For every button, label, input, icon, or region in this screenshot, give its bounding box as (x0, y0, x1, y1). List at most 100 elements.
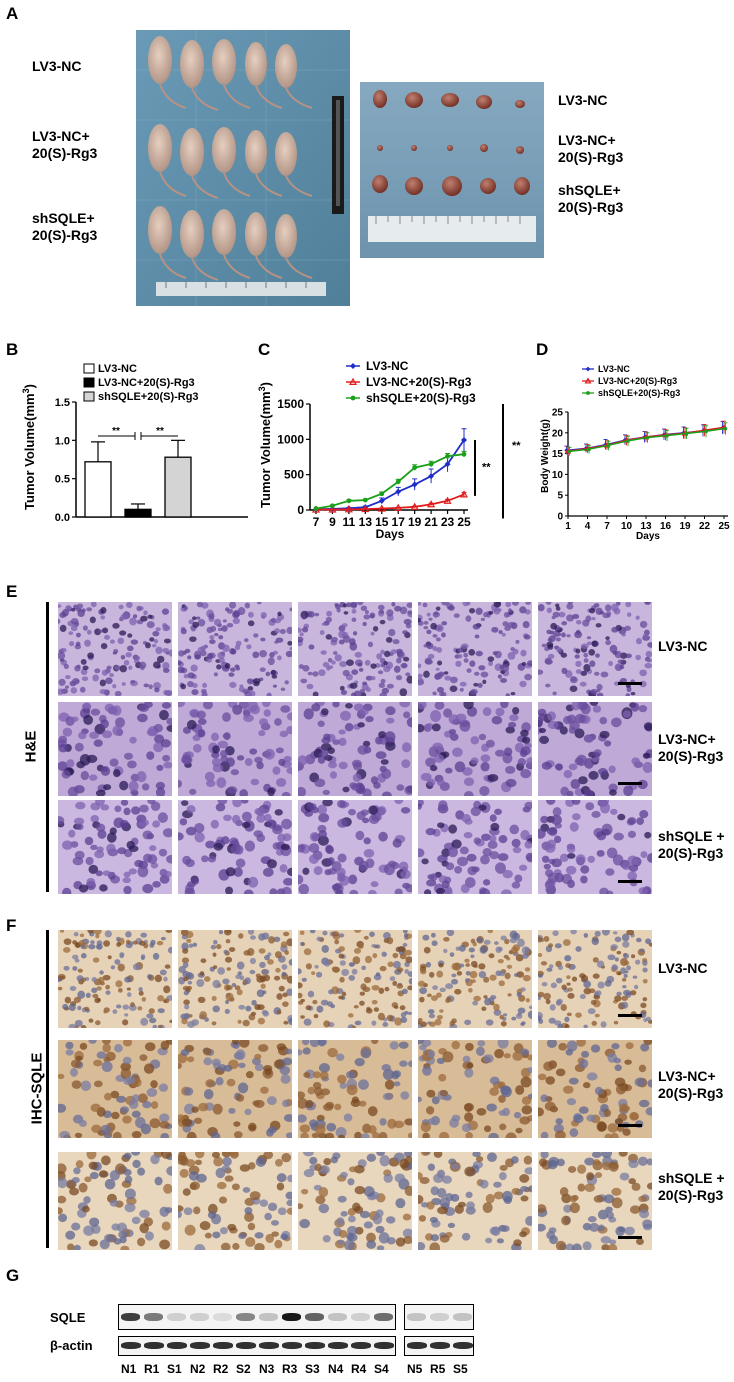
cell-nucleus (346, 1084, 358, 1096)
cell-nucleus (487, 840, 498, 849)
cell-nucleus (273, 975, 281, 981)
cell-nucleus (401, 988, 408, 995)
cell-nucleus (205, 840, 216, 849)
cell-nucleus (90, 602, 97, 608)
cell-nucleus (124, 1203, 136, 1213)
cell-nucleus (237, 971, 243, 976)
cell-nucleus (323, 959, 331, 967)
lane-label: R2 (213, 1362, 229, 1376)
cell-nucleus (387, 1118, 397, 1129)
cell-nucleus (58, 1213, 68, 1223)
cell-nucleus (127, 633, 133, 638)
cell-nucleus (98, 1170, 109, 1178)
cell-nucleus (223, 949, 229, 954)
cell-nucleus (613, 1057, 622, 1064)
chart-d-xlabel: Days (636, 531, 660, 542)
cell-nucleus (437, 660, 443, 666)
cell-nucleus (220, 1242, 231, 1250)
blot-actin-right (404, 1336, 474, 1356)
cell-nucleus (594, 671, 600, 676)
cell-nucleus (631, 757, 640, 765)
tissue-background (418, 930, 532, 1028)
cell-nucleus (571, 702, 581, 711)
cell-nucleus (70, 716, 79, 722)
cell-nucleus (125, 939, 131, 945)
cell-nucleus (511, 1016, 517, 1021)
cell-nucleus (386, 937, 394, 945)
cell-nucleus (82, 665, 89, 671)
cell-nucleus (122, 1056, 132, 1065)
cell-nucleus (86, 877, 96, 887)
cell-nucleus (114, 665, 121, 671)
cell-nucleus (640, 851, 648, 858)
cell-nucleus (77, 968, 83, 973)
cell-nucleus (342, 669, 350, 677)
chart-d-point (704, 429, 708, 434)
cell-nucleus (437, 1187, 447, 1198)
cell-nucleus (375, 1225, 385, 1234)
cell-nucleus (71, 608, 76, 612)
cell-nucleus (370, 663, 377, 669)
cell-nucleus (331, 966, 338, 972)
chart-c-ytick-label: 1500 (277, 397, 304, 411)
cell-nucleus (185, 930, 194, 939)
cell-nucleus (352, 956, 361, 965)
cell-nucleus (338, 630, 346, 639)
cell-nucleus (401, 662, 407, 668)
cell-nucleus (636, 1238, 644, 1245)
cell-nucleus (487, 1152, 497, 1163)
cell-nucleus (346, 602, 352, 608)
cell-nucleus (183, 674, 189, 679)
cell-nucleus (354, 651, 362, 658)
cell-nucleus (434, 672, 443, 680)
cell-nucleus (522, 736, 531, 744)
tissue-image (418, 800, 532, 894)
chart-d-ytick-label: 20 (552, 428, 564, 439)
tissue-image (58, 702, 172, 796)
cell-nucleus (521, 946, 530, 955)
cell-nucleus (204, 771, 215, 782)
cell-nucleus (197, 718, 207, 725)
cell-nucleus (418, 702, 427, 710)
cell-nucleus (393, 960, 401, 969)
cell-nucleus (473, 682, 479, 687)
cell-nucleus (338, 729, 346, 735)
cell-nucleus (511, 881, 521, 889)
cell-nucleus (472, 1000, 479, 1006)
ihc-tile (298, 1040, 412, 1138)
cell-nucleus (99, 970, 104, 975)
cell-nucleus (381, 951, 387, 957)
cell-nucleus (302, 665, 310, 672)
cell-nucleus (629, 1205, 641, 1214)
cell-nucleus (188, 943, 194, 948)
cell-nucleus (303, 1018, 312, 1026)
cell-nucleus (318, 1040, 326, 1047)
cell-nucleus (418, 1040, 424, 1045)
cell-nucleus (300, 1132, 309, 1138)
cell-nucleus (58, 1073, 65, 1080)
cell-nucleus (298, 1091, 306, 1099)
cell-nucleus (604, 1133, 612, 1138)
cell-nucleus (387, 961, 394, 968)
cell-nucleus (191, 877, 200, 885)
cell-nucleus (63, 938, 72, 945)
cell-nucleus (223, 1064, 233, 1072)
cell-nucleus (543, 1061, 554, 1071)
cell-nucleus (182, 948, 189, 954)
cell-nucleus (580, 875, 588, 884)
cell-nucleus (588, 649, 596, 656)
cell-nucleus (473, 837, 481, 845)
cell-nucleus (143, 683, 149, 688)
cell-nucleus (260, 1086, 269, 1094)
cell-nucleus (460, 814, 471, 823)
cell-nucleus (114, 959, 121, 965)
cell-nucleus (246, 644, 252, 650)
cell-nucleus (506, 964, 513, 969)
cell-nucleus (201, 691, 208, 696)
cell-nucleus (238, 1004, 246, 1010)
cell-nucleus (648, 942, 652, 947)
cell-nucleus (325, 634, 333, 640)
cell-nucleus (196, 1173, 207, 1183)
cell-nucleus (252, 651, 260, 659)
cell-nucleus (463, 1102, 474, 1112)
